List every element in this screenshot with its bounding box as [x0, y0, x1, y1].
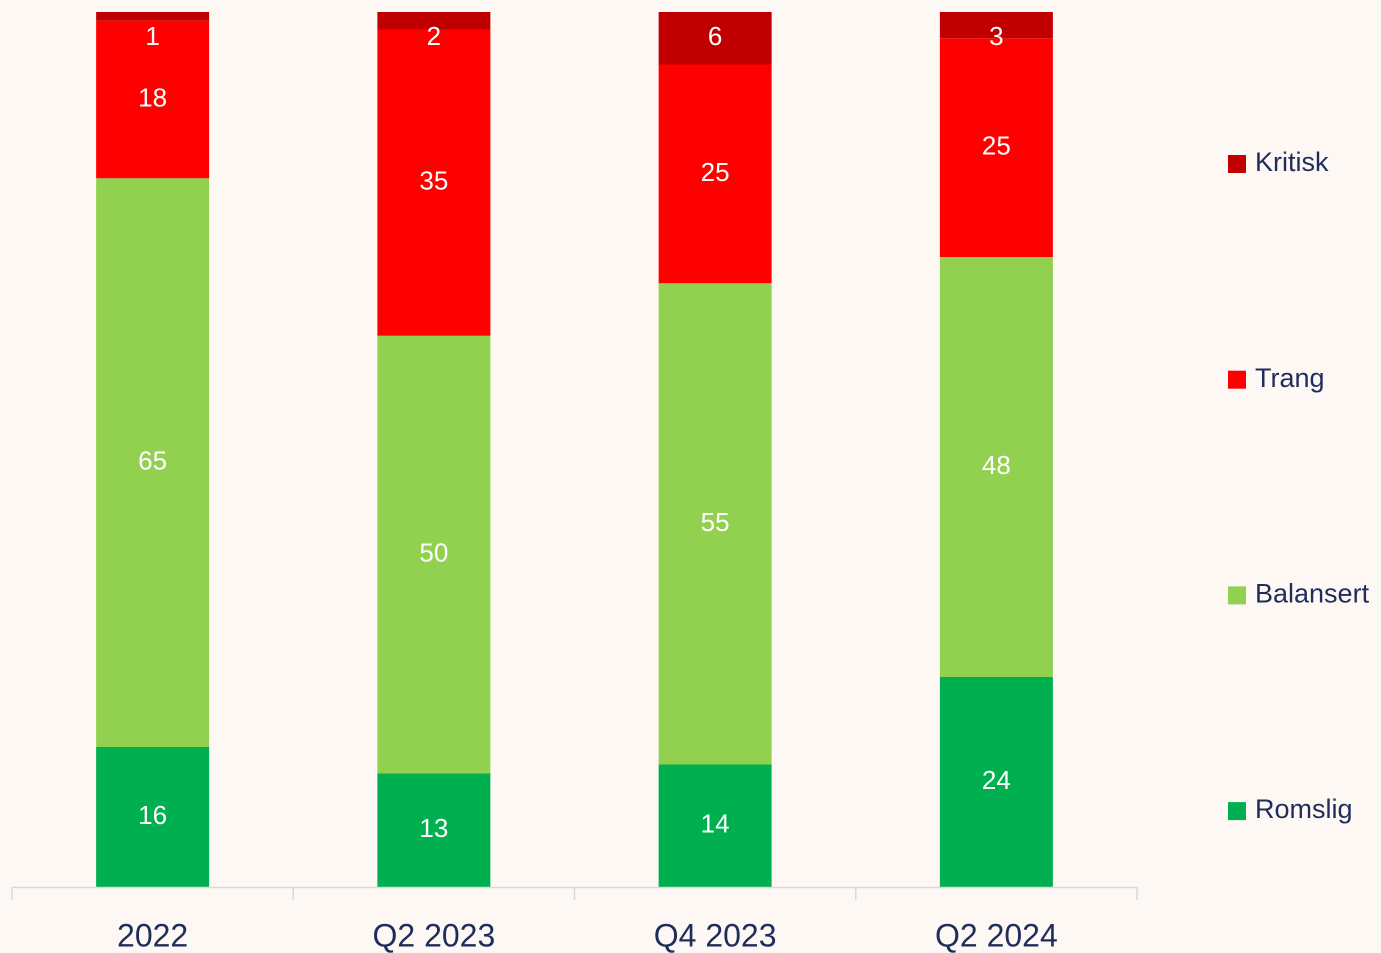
legend-swatch — [1228, 586, 1246, 605]
bar-segment — [96, 747, 210, 887]
data-label: 1 — [145, 21, 159, 51]
bar-segment — [939, 677, 1053, 887]
legend-swatch — [1228, 370, 1246, 389]
x-tick-label: Q2 2023 — [372, 917, 495, 953]
bar-segment — [96, 178, 210, 747]
bar-segment — [939, 38, 1053, 257]
bar-segment — [939, 12, 1053, 39]
bar-segment — [658, 764, 772, 887]
legend-swatch — [1228, 802, 1246, 821]
bar-segment — [377, 773, 491, 887]
data-label: 25 — [701, 157, 730, 187]
bar-segment — [377, 29, 491, 336]
bar-segment — [96, 12, 210, 21]
x-tick-label: Q4 2023 — [654, 917, 777, 953]
bar-segment — [377, 335, 491, 774]
data-label: 6 — [708, 21, 722, 51]
data-label: 65 — [138, 446, 167, 476]
x-tick-label: 2022 — [117, 917, 188, 953]
data-label: 35 — [419, 166, 448, 196]
legend-label: Romslig — [1255, 794, 1353, 824]
data-label: 13 — [419, 813, 448, 843]
bar-segment — [96, 20, 210, 179]
data-label: 14 — [701, 809, 730, 839]
bar-segment — [658, 64, 772, 284]
data-label: 50 — [419, 537, 448, 567]
legend-label: Balansert — [1255, 579, 1370, 609]
data-label: 24 — [982, 765, 1011, 795]
bar-segment — [658, 283, 772, 765]
data-label: 55 — [701, 507, 730, 537]
bar-segment — [939, 257, 1053, 677]
x-tick-label: Q2 2024 — [935, 917, 1058, 953]
data-label: 18 — [138, 82, 167, 112]
legend-swatch — [1228, 155, 1246, 173]
data-label: 3 — [989, 21, 1003, 51]
legend-label: Trang — [1255, 363, 1325, 393]
data-label: 2 — [427, 21, 441, 51]
data-label: 25 — [982, 131, 1011, 161]
bar-segment — [377, 12, 491, 30]
data-label: 48 — [982, 450, 1011, 480]
bar-segment — [658, 12, 772, 65]
legend-label: Kritisk — [1255, 147, 1329, 177]
data-label: 16 — [138, 800, 167, 830]
